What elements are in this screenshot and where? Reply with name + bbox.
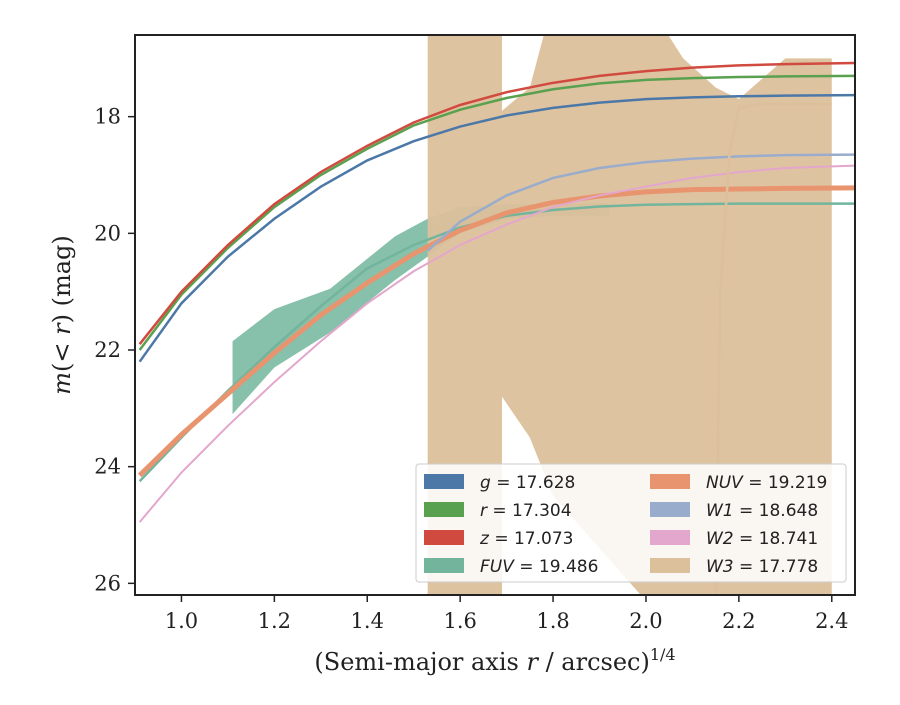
legend-swatch-g xyxy=(424,474,464,489)
x-tick-label: 1.8 xyxy=(536,609,569,633)
y-tick-label: 18 xyxy=(94,105,121,129)
legend-swatch-w3 xyxy=(650,558,690,573)
legend-items: g = 17.628 r = 17.304 z = 17.073 FUV = 19.4… xyxy=(424,473,827,577)
legend-label-z: z = 17.073 xyxy=(479,529,573,549)
curve-nuv xyxy=(137,185,855,478)
curve-w2 xyxy=(138,164,855,523)
x-tick-label: 2.2 xyxy=(722,609,755,633)
legend-label-w2: W2 = 18.741 xyxy=(706,529,818,549)
band-layer xyxy=(232,35,832,595)
plot-frame xyxy=(134,34,856,596)
x-tick-label: 2.4 xyxy=(815,609,848,633)
y-tick-label: 20 xyxy=(94,221,121,245)
curve-w1 xyxy=(426,153,855,252)
band-w3 xyxy=(427,35,832,595)
y-tick-label: 26 xyxy=(94,571,121,595)
curve-layer xyxy=(137,61,855,595)
x-axis: 1.0 1.2 1.4 1.6 1.8 2.0 2.2 2.4 xyxy=(165,595,848,633)
legend-label-fuv: FUV = 19.486 xyxy=(480,557,598,577)
legend-swatch-r xyxy=(424,502,464,517)
legend-label-w1: W1 = 18.648 xyxy=(706,501,818,521)
legend-label-g: g = 17.628 xyxy=(480,473,575,493)
legend: g = 17.628 r = 17.304 z = 17.073 FUV = 19.4… xyxy=(415,463,847,583)
curve-w3 xyxy=(714,102,832,595)
legend-label-nuv: NUV = 19.219 xyxy=(706,473,827,493)
x-tick-label: 1.6 xyxy=(443,609,476,633)
legend-swatch-w2 xyxy=(650,530,690,545)
legend-swatch-fuv xyxy=(424,558,464,573)
band-fuv xyxy=(232,203,609,415)
y-axis-label: m(< r) (mag) xyxy=(48,235,76,395)
x-axis-label: (Semi-major axis r / arcsec)1/4 xyxy=(314,645,675,676)
x-tick-label: 2.0 xyxy=(629,609,662,633)
curve-z xyxy=(138,61,855,345)
x-tick-label: 1.4 xyxy=(351,609,384,633)
legend-label-w3: W3 = 17.778 xyxy=(706,557,818,577)
curve-r xyxy=(138,74,855,351)
x-tick-label: 1.0 xyxy=(165,609,198,633)
x-tick-label: 1.2 xyxy=(258,609,291,633)
y-tick-label: 22 xyxy=(94,338,121,362)
curve-g xyxy=(138,93,855,363)
y-axis: 18 20 22 24 26 xyxy=(94,105,135,595)
legend-swatch-z xyxy=(424,530,464,545)
legend-swatch-nuv xyxy=(650,474,690,489)
legend-label-r: r = 17.304 xyxy=(480,501,572,521)
y-tick-label: 24 xyxy=(94,455,121,479)
legend-swatch-w1 xyxy=(650,502,690,517)
legend-box xyxy=(415,463,847,583)
